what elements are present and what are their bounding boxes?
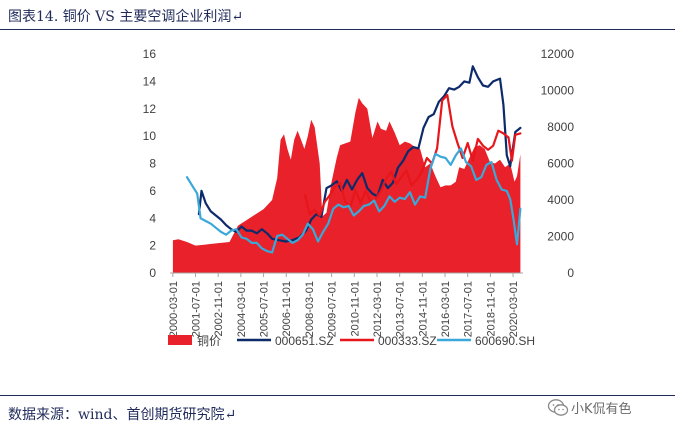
y-right-tick-label: 10000 [541,84,575,98]
x-tick-label: 2020-03-01 [508,281,520,337]
y-right-tick-label: 0 [567,266,574,280]
x-tick-label: 2012-03-01 [372,281,384,337]
legend-label-copper: 铜价 [197,333,221,348]
x-tick-label: 2005-07-01 [259,281,271,337]
y-left-tick-label: 4 [149,211,156,225]
legend-label-000651-sz: 000651.SZ [275,334,334,348]
series-line-000333-sz [304,93,522,217]
legend-swatch-copper [168,335,192,345]
y-right-tick-label: 4000 [547,193,574,207]
x-tick-label: 2017-07-01 [463,281,475,337]
y-left-tick-label: 16 [143,47,157,61]
y-left-tick-label: 2 [149,239,156,253]
legend: 铜价 000651.SZ 000333.SZ 600690.SH [168,333,535,348]
figure-title: 图表14. 铜价 VS 主要空调企业利润↵ [8,9,244,25]
y-right-tick-label: 2000 [547,230,574,244]
y-left-tick-label: 0 [149,266,156,280]
legend-label-000333-sz: 000333.SZ [378,334,437,348]
y-right-tick-label: 8000 [547,120,574,134]
series-line-600690-sh [185,147,522,254]
x-tick-label: 2014-11-01 [417,281,429,336]
series-line-000651-sz [197,65,522,243]
plot-area: 0 2 4 6 8 10 12 14 16 0 2000 4000 6000 8000 10000 12000… [143,47,575,337]
x-tick-label: 2008-03-01 [304,281,316,337]
x-tick-label: 2013-07-01 [395,281,407,337]
source-note: 数据来源：wind、首创期货研究院↵ [8,407,237,423]
x-tick-label: 2002-11-01 [213,281,225,336]
title-bar: 图表14. 铜价 VS 主要空调企业利润↵ [0,0,675,30]
series-copper-area [172,97,521,273]
x-tick-label: 2010-11-01 [349,281,361,336]
y-left-tick-label: 10 [143,129,157,143]
source-divider [0,395,675,396]
x-tick-label: 2016-03-01 [440,281,452,337]
watermark: 小K侃有色 [545,396,665,420]
y-left-tick-label: 6 [149,184,156,198]
legend-label-600690-sh: 600690.SH [475,334,535,348]
watermark-text: 小K侃有色 [571,402,632,417]
y-left-tick-label: 8 [149,157,156,171]
x-tick-label: 2004-03-01 [236,281,248,337]
wechat-icon [547,399,569,416]
y-left-tick-label: 12 [143,102,157,116]
x-tick-label: 2018-11-01 [485,281,497,336]
x-tick-label: 2000-03-01 [168,281,180,337]
title-divider [0,29,675,30]
x-tick-label: 2001-07-01 [191,281,203,337]
y-right-tick-label: 6000 [547,157,574,171]
y-left-tick-label: 14 [143,74,157,88]
x-tick-label: 2009-07-01 [327,281,339,337]
y-right-tick-label: 12000 [541,47,575,61]
chart: 0 2 4 6 8 10 12 14 16 0 2000 4000 6000 8000 10000 12000… [143,47,575,348]
x-tick-label: 2006-11-01 [281,281,293,336]
